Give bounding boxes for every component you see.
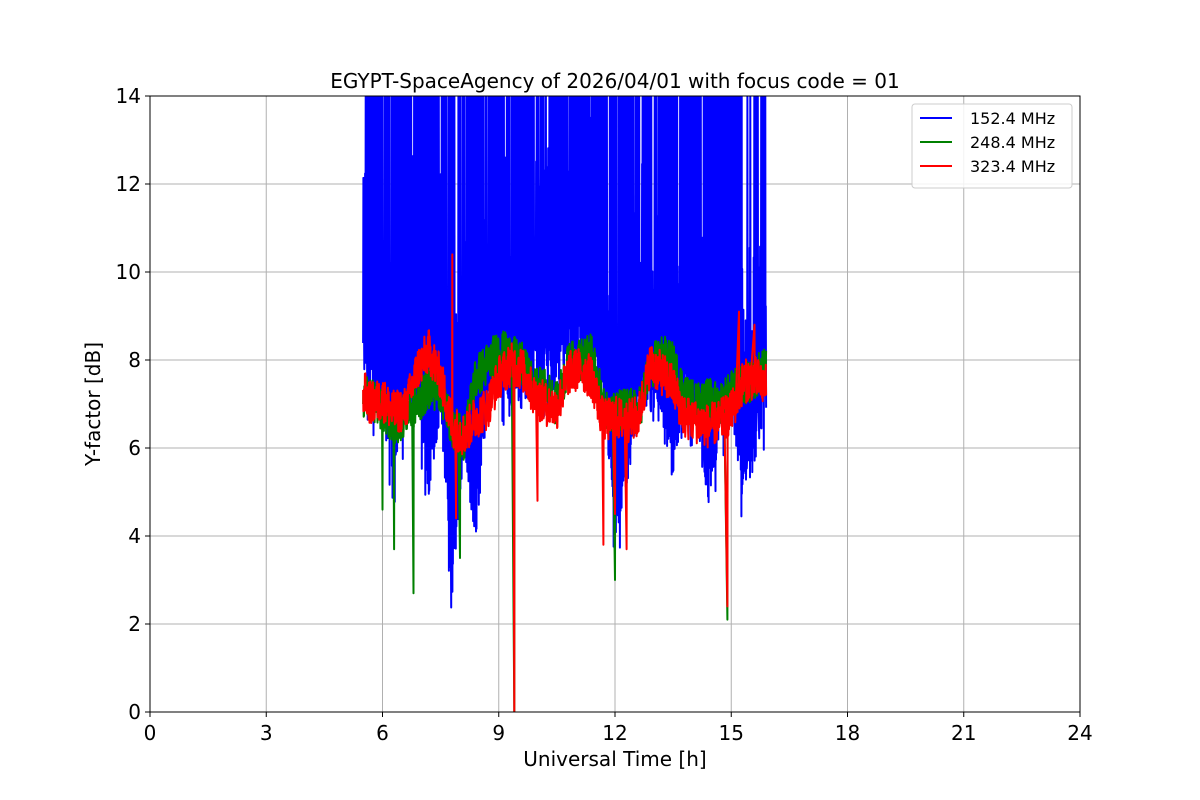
x-tick-label: 3 xyxy=(260,721,273,745)
y-tick-label: 14 xyxy=(116,84,141,108)
chart-title: EGYPT-SpaceAgency of 2026/04/01 with foc… xyxy=(330,69,899,93)
legend-label: 152.4 MHz xyxy=(970,109,1055,128)
y-tick-label: 10 xyxy=(116,260,141,284)
legend: 152.4 MHz 248.4 MHz 323.4 MHz xyxy=(911,103,1073,189)
series-line-2 xyxy=(362,253,768,712)
legend-label: 248.4 MHz xyxy=(970,133,1055,152)
x-tick-label: 12 xyxy=(602,721,627,745)
x-tick-label: 6 xyxy=(376,721,389,745)
y-tick-label: 4 xyxy=(128,524,141,548)
y-tick-label: 2 xyxy=(128,612,141,636)
y-tick-label: 6 xyxy=(128,436,141,460)
legend-label: 323.4 MHz xyxy=(970,157,1055,176)
y-axis-label: Y-factor [dB] xyxy=(81,342,105,467)
y-tick-label: 12 xyxy=(116,172,141,196)
x-tick-label: 0 xyxy=(144,721,157,745)
x-tick-label: 9 xyxy=(492,721,505,745)
x-tick-label: 15 xyxy=(719,721,744,745)
x-tick-label: 21 xyxy=(951,721,976,745)
x-tick-label: 18 xyxy=(835,721,860,745)
y-tick-label: 0 xyxy=(128,700,141,724)
x-tick-label: 24 xyxy=(1067,721,1092,745)
y-tick-label: 8 xyxy=(128,348,141,372)
x-axis-label: Universal Time [h] xyxy=(523,747,706,771)
